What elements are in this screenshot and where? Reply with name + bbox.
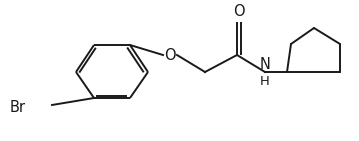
- Text: N: N: [260, 57, 270, 72]
- Text: O: O: [164, 48, 176, 62]
- Text: Br: Br: [10, 100, 26, 114]
- Text: O: O: [233, 4, 245, 19]
- Text: H: H: [260, 75, 270, 88]
